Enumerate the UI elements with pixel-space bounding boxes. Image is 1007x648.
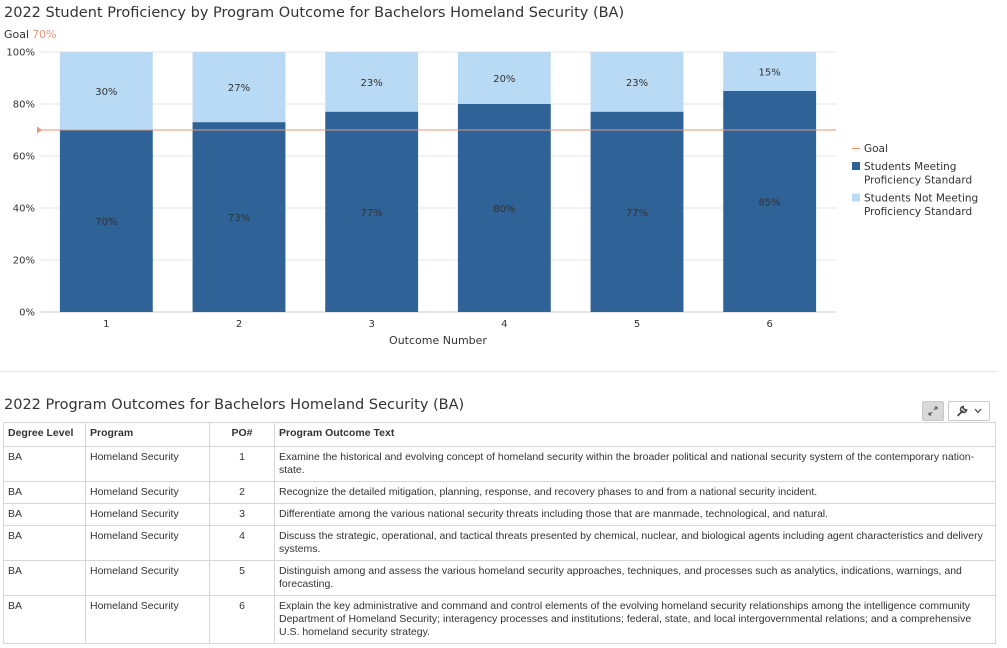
legend-label: Students Meeting — [864, 161, 956, 173]
legend-label: Goal — [864, 143, 888, 155]
bar-meeting — [325, 111, 419, 312]
cell-po-number: 5 — [209, 560, 275, 596]
data-label-not-meeting: 20% — [493, 74, 515, 85]
expand-icon — [928, 406, 938, 416]
cell-degree-level: BA — [3, 503, 86, 526]
y-tick-label: 40% — [13, 204, 35, 215]
cell-program: Homeland Security — [85, 446, 210, 482]
data-label-meeting: 77% — [361, 208, 383, 219]
cell-outcome-text: Explain the key administrative and comma… — [274, 595, 996, 644]
bar-meeting — [192, 122, 286, 312]
table-row: BA Homeland Security 5 Distinguish among… — [3, 560, 996, 596]
cell-program: Homeland Security — [85, 595, 210, 644]
bar-meeting — [457, 104, 551, 312]
table-row: BA Homeland Security 1 Examine the histo… — [3, 446, 996, 482]
bar-not-meeting — [192, 52, 286, 123]
table-row: BA Homeland Security 6 Explain the key a… — [3, 595, 996, 644]
chevron-down-icon — [974, 408, 982, 414]
bar-not-meeting — [325, 52, 419, 112]
y-tick-label: 20% — [13, 256, 35, 267]
tools-menu-button[interactable] — [948, 401, 990, 421]
cell-outcome-text: Distinguish among and assess the various… — [274, 560, 996, 596]
bar-not-meeting — [723, 52, 817, 91]
table-header-row: Degree Level Program PO# Program Outcome… — [3, 422, 996, 447]
cell-outcome-text: Differentiate among the various national… — [274, 503, 996, 526]
cell-po-number: 6 — [209, 595, 275, 644]
x-tick-label: 4 — [501, 319, 507, 330]
expand-button[interactable] — [922, 401, 944, 421]
table-row: BA Homeland Security 3 Differentiate amo… — [3, 503, 996, 526]
data-label-meeting: 77% — [626, 208, 648, 219]
data-label-meeting: 70% — [95, 217, 117, 228]
legend-swatch — [852, 162, 860, 170]
data-label-not-meeting: 15% — [759, 68, 781, 79]
legend-label: Students Not Meeting — [864, 193, 978, 205]
data-label-meeting: 80% — [493, 204, 515, 215]
wrench-icon — [957, 405, 968, 417]
y-tick-label: 60% — [13, 152, 35, 163]
bar-not-meeting — [457, 52, 551, 104]
x-tick-label: 5 — [634, 319, 640, 330]
cell-degree-level: BA — [3, 481, 86, 504]
cell-program: Homeland Security — [85, 525, 210, 561]
table-row: BA Homeland Security 4 Discuss the strat… — [3, 525, 996, 561]
bar-meeting — [590, 111, 684, 312]
table-title: 2022 Program Outcomes for Bachelors Home… — [4, 397, 465, 413]
section-divider — [0, 371, 998, 372]
goal-marker — [37, 126, 42, 134]
x-tick-label: 2 — [236, 319, 242, 330]
bar-meeting — [723, 91, 817, 312]
cell-po-number: 2 — [209, 481, 275, 504]
x-tick-label: 1 — [103, 319, 109, 330]
cell-po-number: 1 — [209, 446, 275, 482]
header-program[interactable]: Program — [85, 422, 210, 447]
y-tick-label: 100% — [6, 48, 35, 59]
y-tick-label: 80% — [13, 100, 35, 111]
cell-outcome-text: Examine the historical and evolving conc… — [274, 446, 996, 482]
legend-swatch — [852, 193, 860, 202]
data-label-not-meeting: 27% — [228, 83, 250, 94]
cell-degree-level: BA — [3, 446, 86, 482]
table-row: BA Homeland Security 2 Recognize the det… — [3, 481, 996, 504]
header-po-number[interactable]: PO# — [209, 422, 275, 447]
data-label-meeting: 73% — [228, 213, 250, 224]
goal-header-label: Goal — [4, 28, 30, 41]
data-label-not-meeting: 30% — [95, 87, 117, 98]
cell-degree-level: BA — [3, 560, 86, 596]
data-label-not-meeting: 23% — [361, 78, 383, 89]
x-tick-label: 3 — [368, 319, 374, 330]
bar-not-meeting — [59, 52, 153, 130]
data-label-meeting: 85% — [759, 198, 781, 209]
goal-header-value: 70% — [32, 28, 57, 41]
chart-title: 2022 Student Proficiency by Program Outc… — [4, 5, 625, 21]
cell-degree-level: BA — [3, 595, 86, 644]
cell-program: Homeland Security — [85, 560, 210, 596]
cell-po-number: 4 — [209, 525, 275, 561]
cell-outcome-text: Discuss the strategic, operational, and … — [274, 525, 996, 561]
proficiency-chart: 0% 20% 40% 60% 80% 100% 70% 30% 1 73% 27% 2 77% 23% 3 8… — [6, 48, 978, 348]
header-outcome-text[interactable]: Program Outcome Text — [274, 422, 996, 447]
program-outcomes-table: Degree Level Program PO# Program Outcome… — [3, 422, 996, 644]
bar-meeting — [59, 130, 153, 312]
header-degree-level[interactable]: Degree Level — [3, 422, 86, 447]
goal-header: Goal 70% — [4, 28, 57, 41]
legend-label: Proficiency Standard — [864, 206, 972, 218]
data-label-not-meeting: 23% — [626, 78, 648, 89]
cell-program: Homeland Security — [85, 481, 210, 504]
y-tick-label: 0% — [19, 308, 35, 319]
cell-outcome-text: Recognize the detailed mitigation, plann… — [274, 481, 996, 504]
cell-po-number: 3 — [209, 503, 275, 526]
cell-program: Homeland Security — [85, 503, 210, 526]
bar-not-meeting — [590, 52, 684, 112]
x-axis-label: Outcome Number — [389, 334, 487, 347]
x-tick-label: 6 — [766, 319, 772, 330]
cell-degree-level: BA — [3, 525, 86, 561]
legend-label: Proficiency Standard — [864, 175, 972, 187]
